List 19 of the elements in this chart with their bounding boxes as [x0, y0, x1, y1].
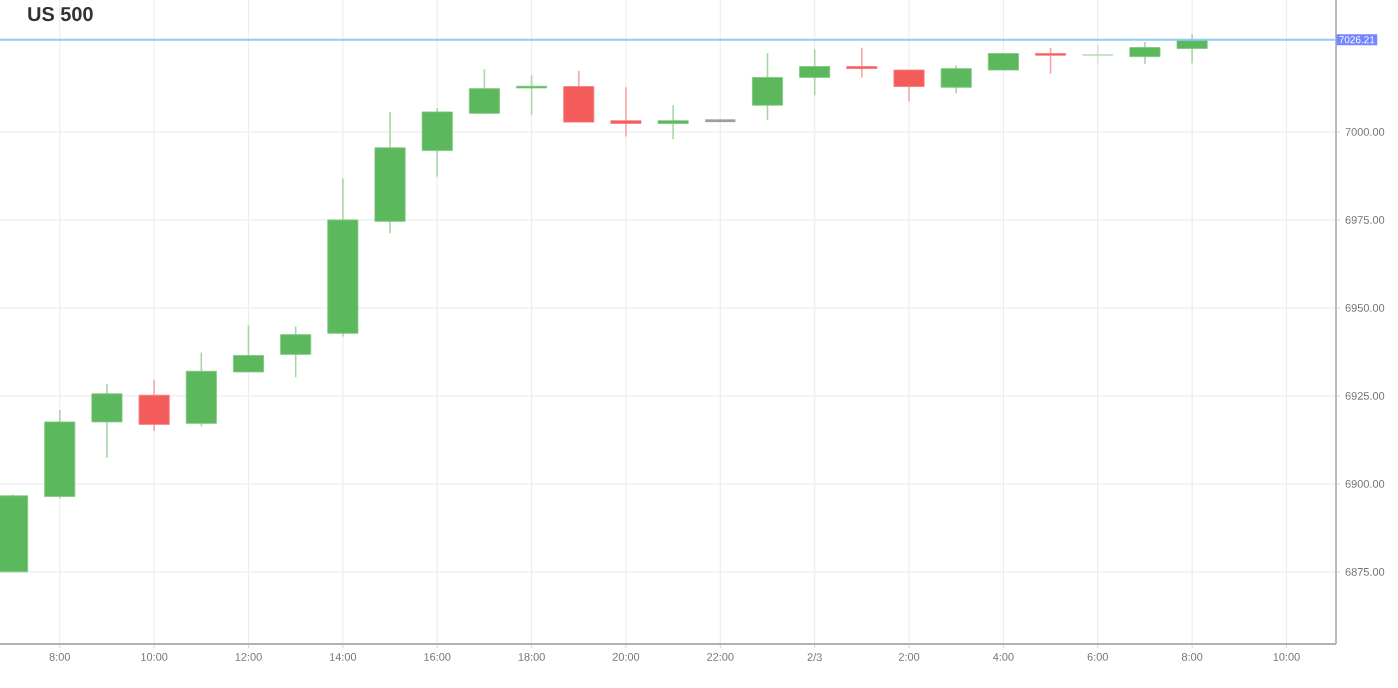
- candlestick: [563, 69, 595, 123]
- candlestick: [610, 86, 642, 138]
- candlestick: [799, 48, 831, 97]
- candlestick: [1129, 41, 1161, 65]
- candlestick: [280, 325, 312, 379]
- candlestick: [893, 69, 925, 103]
- candlestick: [421, 107, 453, 178]
- candlestick: [232, 324, 264, 373]
- chart-title: US 500: [28, 7, 93, 22]
- candlestick: [516, 74, 548, 116]
- candlestick: [657, 104, 689, 141]
- candlestick: [1082, 44, 1114, 65]
- candlestick: [468, 68, 500, 115]
- candlestick: [940, 64, 972, 95]
- candlestick: [846, 47, 878, 79]
- candlestick: [751, 52, 783, 121]
- candlestick: [138, 379, 170, 432]
- candlestick: [91, 383, 123, 459]
- candlestick: [1035, 47, 1067, 75]
